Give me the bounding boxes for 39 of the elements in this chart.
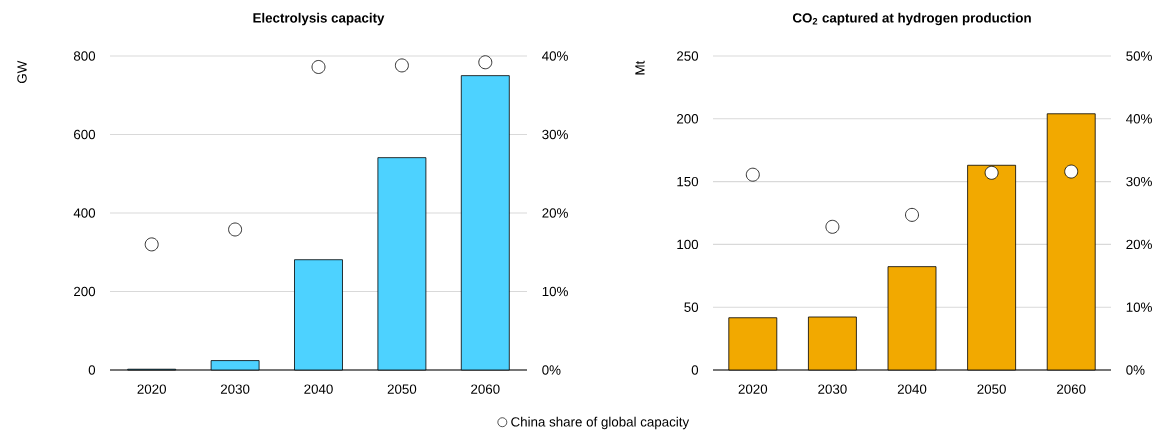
y2-tick-label: 10% — [1126, 302, 1152, 312]
y2-tick-label: 40% — [1126, 114, 1152, 124]
y-tick-label: 100 — [677, 239, 699, 250]
y-tick-label: 400 — [73, 208, 96, 218]
y-axis-title: Mt — [635, 60, 645, 75]
chart-title: Electrolysis capacity — [253, 12, 385, 26]
y-tick-label: 0 — [88, 365, 96, 375]
point — [984, 165, 999, 180]
y2-tick-label: 30% — [1126, 176, 1152, 187]
y2-tick-label: 20% — [1126, 239, 1152, 250]
chart-title: CO$_{2}$ captured at hydrogen production — [792, 12, 1031, 26]
y2-tick-label: 30% — [542, 129, 568, 140]
y-tick-label: 200 — [677, 114, 699, 124]
y2-tick-label: 50% — [1126, 51, 1152, 61]
y2-tick-label: 20% — [542, 208, 568, 218]
y-tick-label: 250 — [677, 51, 699, 61]
x-tick-label: 2050 — [387, 384, 417, 394]
x-tick-label: 2020 — [738, 384, 768, 394]
x-tick-label: 2020 — [137, 384, 167, 394]
y-axis-title: GW — [17, 60, 27, 83]
y2-tick-label: 0% — [542, 365, 561, 375]
y-tick-label: 0 — [691, 365, 699, 375]
y-tick-label: 200 — [74, 286, 96, 297]
y-tick-label: 150 — [677, 176, 699, 187]
x-tick-label: 2030 — [220, 384, 250, 394]
y-tick-label: 50 — [684, 302, 699, 312]
point — [1064, 164, 1079, 179]
y-tick-label: 600 — [74, 129, 96, 140]
y2-tick-label: 10% — [542, 286, 568, 297]
x-tick-label: 2030 — [818, 384, 847, 394]
x-tick-label: 2050 — [977, 384, 1006, 394]
x-tick-label: 2060 — [471, 384, 500, 394]
y2-tick-label: 40% — [542, 51, 568, 61]
y-tick-label: 800 — [73, 51, 96, 61]
x-tick-label: 2040 — [897, 384, 927, 394]
legend-label: China share of global capacity — [511, 416, 690, 430]
x-tick-label: 2060 — [1057, 384, 1086, 394]
x-tick-label: 2040 — [304, 384, 333, 394]
y2-tick-label: 0% — [1126, 365, 1145, 375]
